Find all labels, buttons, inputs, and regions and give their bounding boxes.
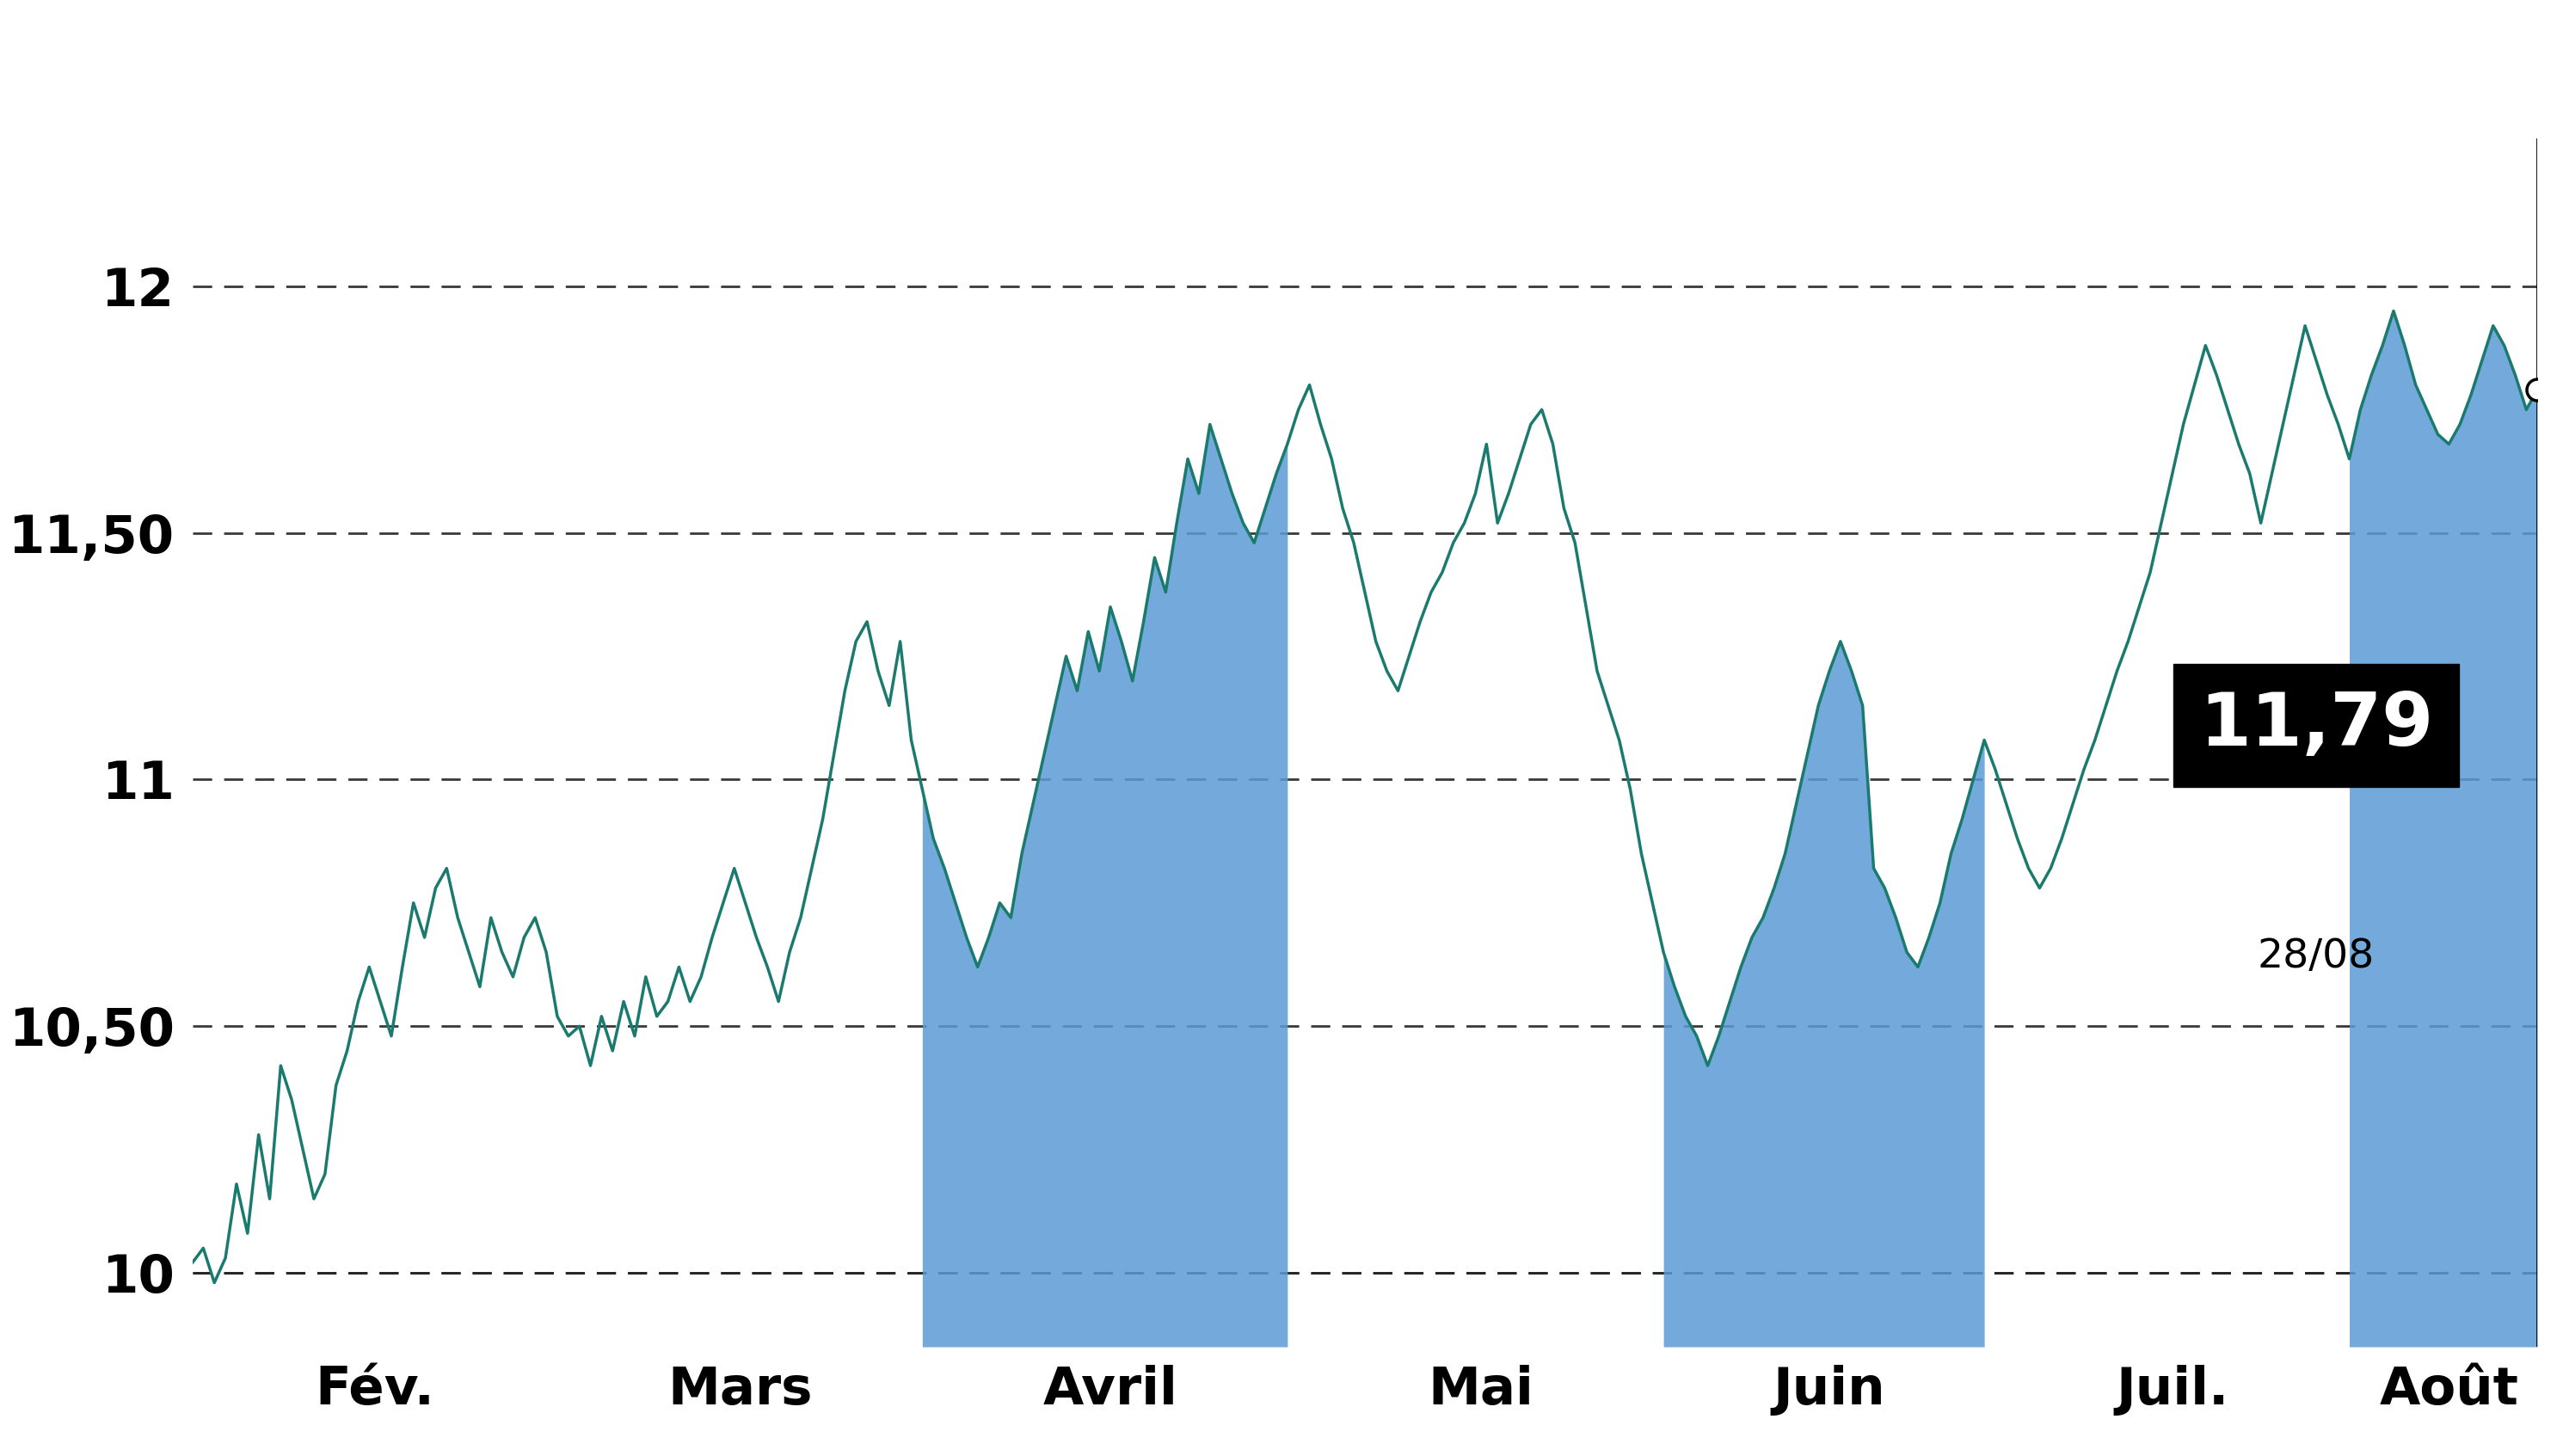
Text: MERCIALYS: MERCIALYS bbox=[974, 12, 1589, 108]
Text: 28/08: 28/08 bbox=[2258, 938, 2376, 977]
Text: 11,79: 11,79 bbox=[2199, 690, 2432, 761]
